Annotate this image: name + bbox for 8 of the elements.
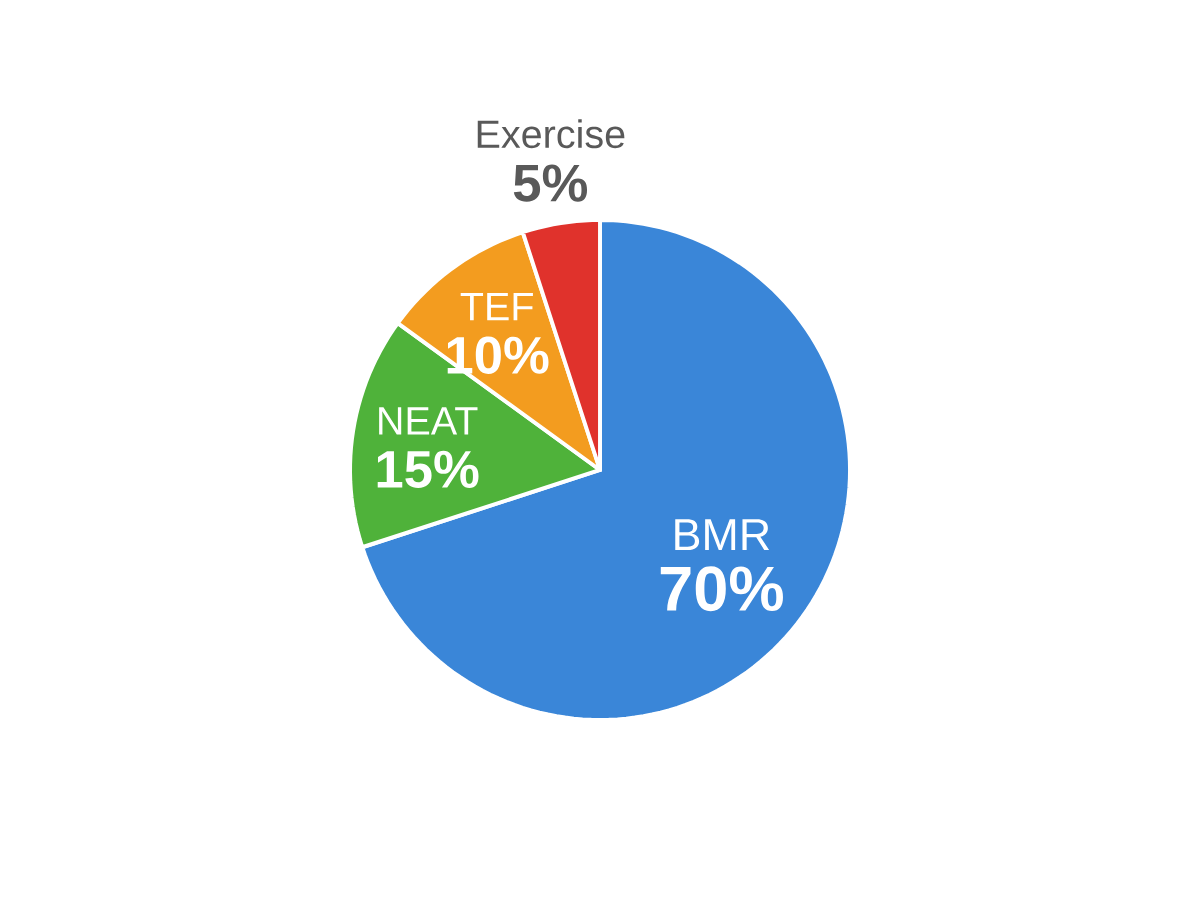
slice-label: Exercise xyxy=(477,119,625,149)
data-label: 15% xyxy=(377,450,479,488)
data-label: 5% xyxy=(513,164,588,202)
data-label: 10% xyxy=(447,336,549,374)
slice-label: BMR xyxy=(675,519,770,551)
data-label: 70% xyxy=(660,566,783,612)
slice-label: TEF xyxy=(460,293,533,321)
slice-label: NEAT xyxy=(379,407,478,435)
